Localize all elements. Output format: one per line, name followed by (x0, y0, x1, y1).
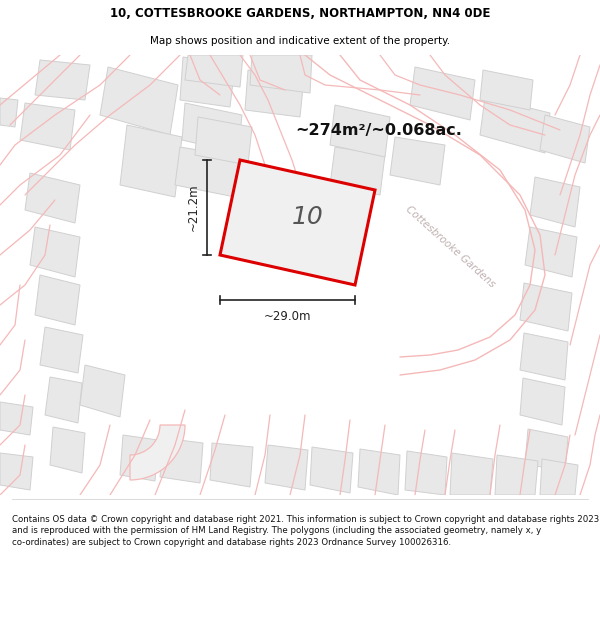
Polygon shape (30, 227, 80, 277)
Polygon shape (525, 227, 577, 277)
Wedge shape (130, 425, 185, 480)
Polygon shape (410, 67, 475, 120)
Text: Contains OS data © Crown copyright and database right 2021. This information is : Contains OS data © Crown copyright and d… (12, 514, 599, 547)
Polygon shape (405, 451, 447, 495)
Polygon shape (520, 378, 565, 425)
Polygon shape (50, 427, 85, 473)
Polygon shape (0, 453, 33, 490)
Polygon shape (310, 447, 353, 493)
Polygon shape (480, 97, 550, 153)
Polygon shape (25, 173, 80, 223)
Polygon shape (390, 137, 445, 185)
Text: 10, COTTESBROOKE GARDENS, NORTHAMPTON, NN4 0DE: 10, COTTESBROOKE GARDENS, NORTHAMPTON, N… (110, 8, 490, 20)
Polygon shape (35, 60, 90, 100)
Text: Map shows position and indicative extent of the property.: Map shows position and indicative extent… (150, 36, 450, 46)
Polygon shape (185, 55, 243, 87)
Text: ~29.0m: ~29.0m (264, 309, 311, 322)
Polygon shape (250, 55, 312, 93)
Text: ~21.2m: ~21.2m (187, 184, 199, 231)
Polygon shape (195, 117, 252, 165)
Polygon shape (220, 160, 375, 285)
Polygon shape (120, 435, 158, 481)
Polygon shape (540, 459, 578, 495)
Polygon shape (330, 105, 390, 157)
Text: Cottesbrooke Gardens: Cottesbrooke Gardens (403, 204, 497, 290)
Polygon shape (245, 70, 304, 117)
Polygon shape (182, 103, 242, 153)
Text: ~274m²/~0.068ac.: ~274m²/~0.068ac. (295, 122, 462, 138)
Polygon shape (265, 445, 308, 490)
Polygon shape (520, 283, 572, 331)
Polygon shape (495, 455, 538, 495)
Polygon shape (525, 429, 568, 473)
Polygon shape (45, 377, 82, 423)
Polygon shape (450, 453, 493, 495)
Polygon shape (180, 57, 235, 107)
Polygon shape (358, 449, 400, 495)
Polygon shape (35, 275, 80, 325)
Polygon shape (80, 365, 125, 417)
Polygon shape (120, 125, 182, 197)
Text: 10: 10 (292, 206, 323, 229)
Polygon shape (20, 103, 75, 150)
Polygon shape (210, 443, 253, 487)
Polygon shape (160, 438, 203, 483)
Polygon shape (0, 98, 18, 127)
Polygon shape (530, 177, 580, 227)
Polygon shape (0, 402, 33, 435)
Polygon shape (520, 333, 568, 380)
Polygon shape (40, 327, 83, 373)
Polygon shape (330, 147, 385, 195)
Polygon shape (175, 147, 240, 197)
Polygon shape (480, 70, 533, 110)
Polygon shape (100, 67, 178, 135)
Polygon shape (540, 115, 590, 163)
